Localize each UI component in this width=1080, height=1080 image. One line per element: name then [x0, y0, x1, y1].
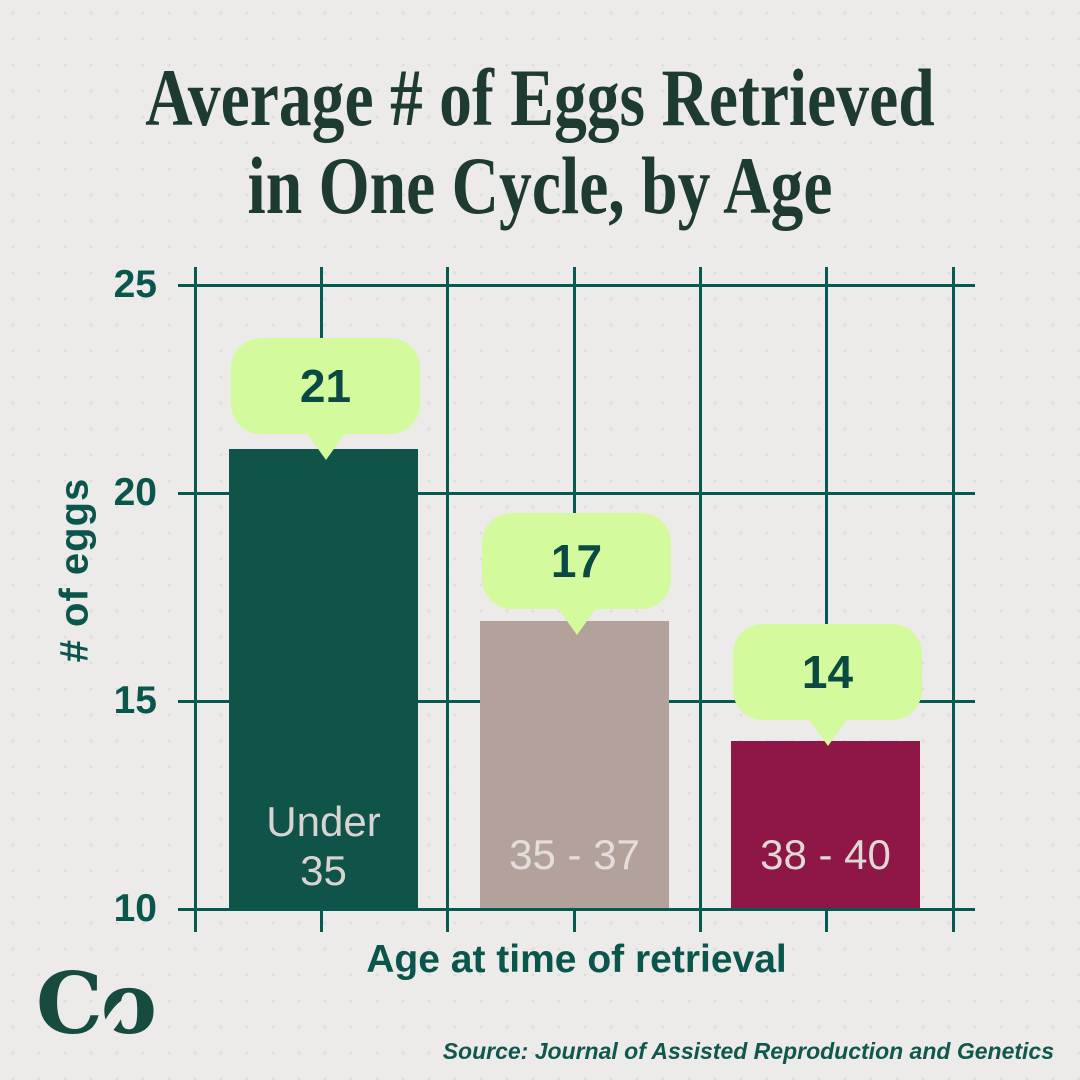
y-tick-20: 20 — [113, 471, 157, 514]
x-axis-title: Age at time of retrieval — [366, 938, 787, 981]
value-label: 14 — [801, 646, 854, 698]
bar-under-35: Under 35 — [229, 449, 418, 909]
bubble-pointer-icon — [305, 432, 346, 460]
y-tick-10: 10 — [113, 887, 157, 930]
x-axis-baseline — [178, 908, 975, 911]
gridline-vertical-5 — [699, 267, 702, 932]
chart-title-line-2: in One Cycle, by Age — [247, 140, 833, 231]
gridline-vertical-6 — [825, 267, 828, 932]
brand-logo-co: Co — [36, 962, 157, 1046]
value-label: 21 — [299, 360, 352, 412]
bubble-pointer-icon — [556, 607, 597, 635]
value-bubble-35-37: 17 — [482, 513, 671, 635]
gridline-vertical-3 — [446, 267, 449, 932]
gridline-y-20 — [178, 492, 975, 495]
chart-title: Average # of Eggs Retrieved in One Cycle… — [0, 54, 1080, 230]
bubble-pointer-icon — [807, 718, 848, 746]
source-attribution: Source: Journal of Assisted Reproduction… — [442, 1038, 1054, 1064]
y-tick-25: 25 — [113, 263, 157, 306]
gridline-vertical-1 — [194, 267, 197, 932]
bar-category-label: 35 - 37 — [509, 831, 640, 878]
value-bubble-under-35: 21 — [231, 338, 420, 460]
value-bubble-38-40: 14 — [733, 624, 922, 746]
value-label: 17 — [550, 535, 603, 587]
bar-category-label: 38 - 40 — [760, 831, 891, 878]
bar-38-40: 38 - 40 — [731, 741, 920, 909]
chart-title-line-1: Average # of Eggs Retrieved — [145, 52, 935, 143]
bar-category-label: Under 35 — [266, 798, 381, 894]
bar-35-37: 35 - 37 — [480, 621, 669, 909]
brand-logo-text: Co — [36, 954, 157, 1053]
gridline-vertical-7 — [952, 267, 955, 932]
y-tick-15: 15 — [113, 679, 157, 722]
gridline-y-25 — [178, 284, 975, 287]
